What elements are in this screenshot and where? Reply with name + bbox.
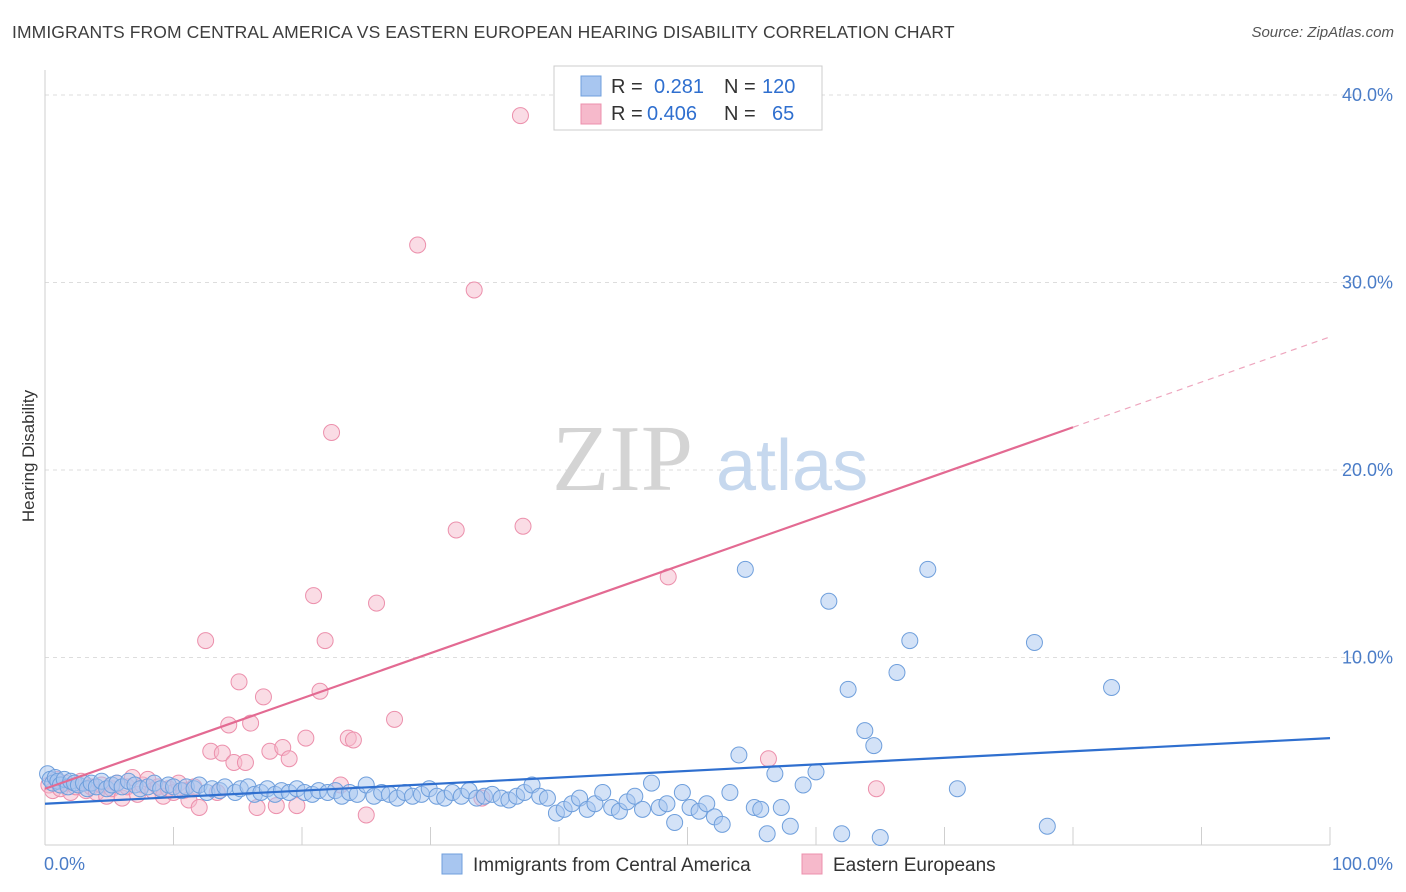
point-blue-84 [594,784,612,801]
legend-swatch-blue [580,75,602,97]
trend-line-pink [44,426,1074,790]
point-blue-94 [673,784,691,801]
legend-r-value-pink: 0.406 [647,103,697,125]
legend-series: Immigrants from Central America Eastern … [441,853,996,876]
legend-n-label-pink: N = [724,103,756,125]
point-blue-121 [1025,634,1043,651]
point-pink-34 [213,744,231,762]
point-pink-50 [316,632,334,650]
point-pink-47 [297,729,315,747]
point-pink-63 [514,517,532,535]
point-pink-62 [511,107,529,125]
point-blue-108 [781,817,799,835]
point-blue-116 [871,829,889,846]
point-blue-90 [643,774,661,792]
trend-lines [44,336,1331,805]
y-tick-label-1: 20.0% [1342,460,1393,480]
y-tick-labels: 10.0% 20.0% 30.0% 40.0% [1342,85,1393,668]
point-pink-56 [368,594,386,612]
point-blue-112 [833,825,851,843]
source-credit: Source: ZipAtlas.com [1251,24,1394,41]
point-blue-97 [698,795,716,813]
point-blue-106 [766,765,784,783]
point-pink-38 [236,754,254,771]
point-blue-107 [772,799,790,816]
point-pink-37 [230,673,248,691]
legend-n-value-blue: 120 [762,76,795,98]
point-blue-117 [888,664,906,681]
legend-bottom-label-blue: Immigrants from Central America [473,855,751,876]
point-blue-89 [634,800,652,818]
legend-r-value-blue: 0.281 [654,76,704,98]
point-pink-31 [197,632,215,650]
legend-n-label-blue: N = [724,76,756,98]
point-blue-118 [901,632,919,650]
point-blue-114 [856,722,874,740]
point-blue-120 [948,780,966,798]
legend-stats: R = 0.281 N = 120 R = 0.406 N = 65 [553,65,823,131]
point-pink-45 [280,750,298,768]
trend-line-blue [44,737,1331,805]
point-pink-46 [288,797,306,815]
point-blue-77 [538,789,556,807]
point-pink-60 [465,281,483,299]
point-blue-101 [730,746,748,764]
point-pink-39 [242,714,260,732]
point-blue-115 [865,737,883,755]
point-blue-111 [820,592,838,610]
legend-r-label-pink: R = [611,103,643,125]
point-blue-102 [736,560,754,578]
point-pink-59 [447,521,465,539]
legend-bottom-swatch-pink [801,853,823,875]
y-tick-label-2: 30.0% [1342,273,1393,293]
trend-line-pink-extension [1072,336,1331,428]
point-blue-93 [666,814,684,831]
point-pink-41 [254,688,272,706]
point-blue-105 [758,825,776,843]
point-blue-110 [807,763,825,781]
point-pink-58 [409,236,427,254]
legend-bottom-swatch-blue [441,853,463,875]
point-pink-57 [386,710,404,728]
point-pink-66 [867,780,885,798]
point-blue-119 [919,560,937,578]
watermark-atlas: atlas [716,426,868,506]
x-tick-labels: 0.0% 100.0% [44,854,1393,874]
legend-n-value-pink: 65 [772,103,794,125]
point-blue-99 [713,815,731,833]
axes [44,70,1331,846]
point-pink-30 [190,799,208,816]
gridlines [45,94,1365,658]
point-blue-100 [721,784,739,801]
point-pink-48 [305,587,323,605]
point-blue-92 [658,795,676,813]
point-blue-88 [626,787,644,805]
point-blue-109 [794,776,812,794]
point-pink-65 [759,750,777,768]
y-tick-label-3: 40.0% [1342,85,1393,105]
x-tick-label-0: 0.0% [44,854,85,874]
point-blue-122 [1038,817,1056,835]
watermark-zip: ZIP [552,407,693,511]
point-pink-51 [323,424,341,441]
legend-swatch-pink [580,103,602,125]
point-blue-104 [752,800,770,818]
y-tick-label-0: 10.0% [1342,648,1393,668]
y-axis-label: Hearing Disability [19,389,38,522]
point-blue-123 [1103,679,1121,696]
legend-r-label-blue: R = [611,76,643,98]
chart-title: IMMIGRANTS FROM CENTRAL AMERICA VS EASTE… [12,22,955,42]
point-blue-113 [839,680,857,698]
x-tick-label-1: 100.0% [1332,854,1393,874]
point-pink-54 [344,731,362,749]
legend-bottom-label-pink: Eastern Europeans [833,855,996,876]
point-pink-55 [357,806,375,824]
watermark: ZIP atlas [552,407,868,511]
